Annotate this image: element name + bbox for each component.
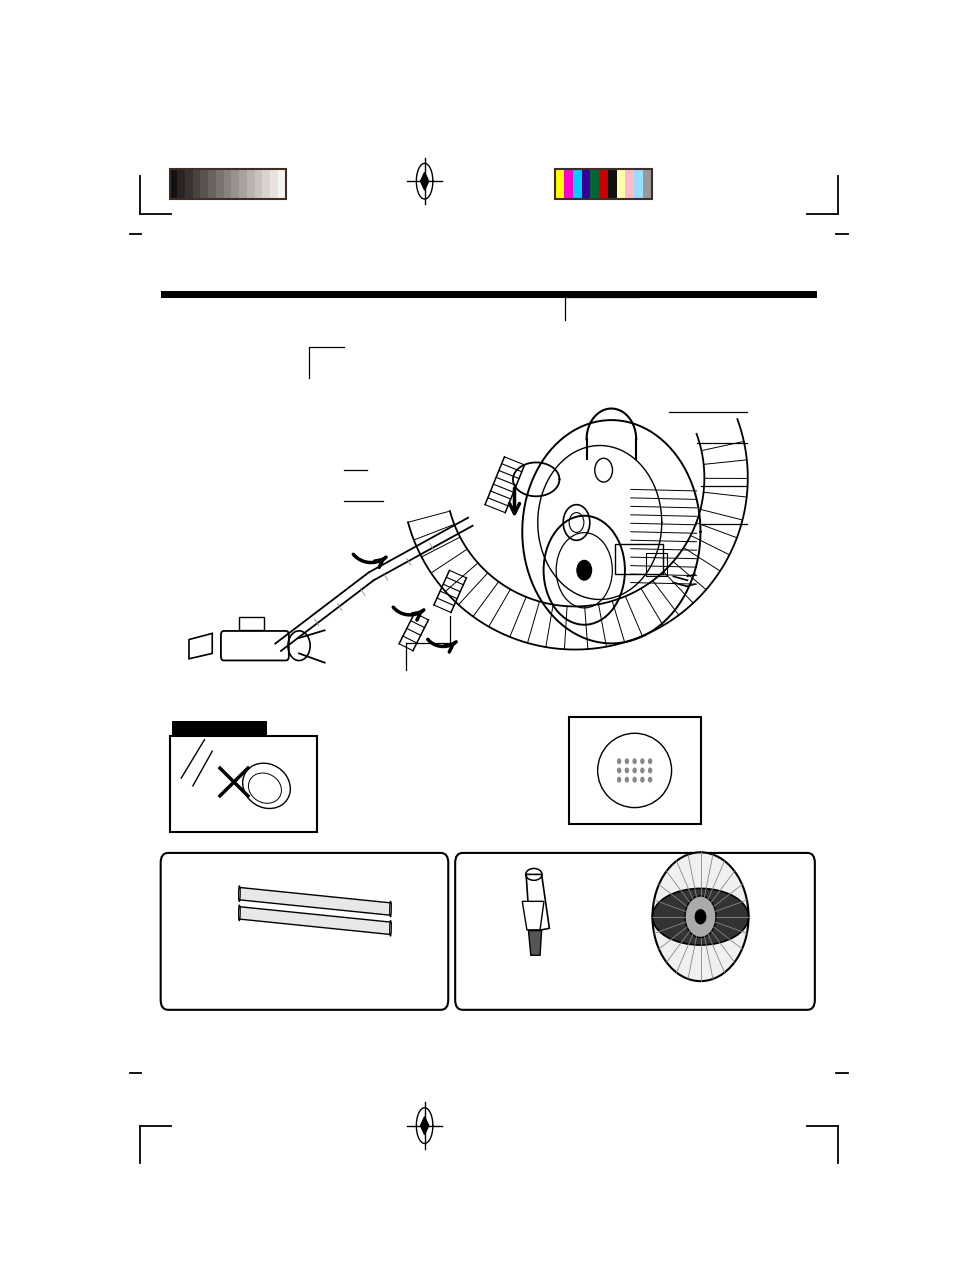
Bar [277,169,285,198]
Circle shape [647,767,652,773]
Circle shape [647,758,652,764]
Circle shape [695,910,705,924]
Bar [193,169,200,198]
Circle shape [617,777,620,782]
Bar [555,169,563,198]
Circle shape [632,758,637,764]
Bar [215,169,223,198]
Bar [568,717,700,825]
Polygon shape [238,888,391,915]
Circle shape [647,777,652,782]
Ellipse shape [238,885,240,902]
Bar [239,618,263,631]
FancyBboxPatch shape [455,853,814,1010]
FancyBboxPatch shape [160,853,448,1010]
Circle shape [652,852,748,981]
Circle shape [639,777,644,782]
Circle shape [624,777,628,782]
Circle shape [632,767,637,773]
Polygon shape [528,931,541,955]
Bar [642,169,651,198]
Bar [616,169,625,198]
Polygon shape [525,874,549,932]
Polygon shape [420,1117,428,1135]
Bar [607,169,616,198]
Bar [170,169,285,198]
Bar [239,169,247,198]
Bar [177,169,185,198]
Ellipse shape [389,920,391,936]
FancyBboxPatch shape [221,631,289,660]
Bar [200,169,208,198]
Circle shape [639,758,644,764]
Circle shape [632,777,637,782]
Bar [247,169,254,198]
Bar [615,544,662,574]
Bar [172,721,266,748]
Bar [645,552,666,577]
Bar [232,169,239,198]
Ellipse shape [238,905,240,921]
Circle shape [617,758,620,764]
Circle shape [624,767,628,773]
Circle shape [624,758,628,764]
Bar [254,169,262,198]
Bar [555,169,651,198]
Polygon shape [238,907,391,934]
Ellipse shape [389,901,391,918]
Circle shape [684,896,716,937]
Bar [262,169,270,198]
Bar [270,169,277,198]
Bar [598,169,607,198]
Ellipse shape [652,888,748,945]
Bar [208,169,215,198]
Polygon shape [521,901,543,929]
Bar [185,169,193,198]
Bar [625,169,634,198]
Polygon shape [420,172,428,190]
Bar [590,169,598,198]
Circle shape [639,767,644,773]
Bar [563,169,573,198]
Bar [573,169,581,198]
Bar [581,169,590,198]
Circle shape [617,767,620,773]
Bar [223,169,232,198]
Bar [170,736,316,831]
Circle shape [577,560,591,580]
Bar [634,169,642,198]
Bar [161,291,817,299]
Bar [170,169,177,198]
